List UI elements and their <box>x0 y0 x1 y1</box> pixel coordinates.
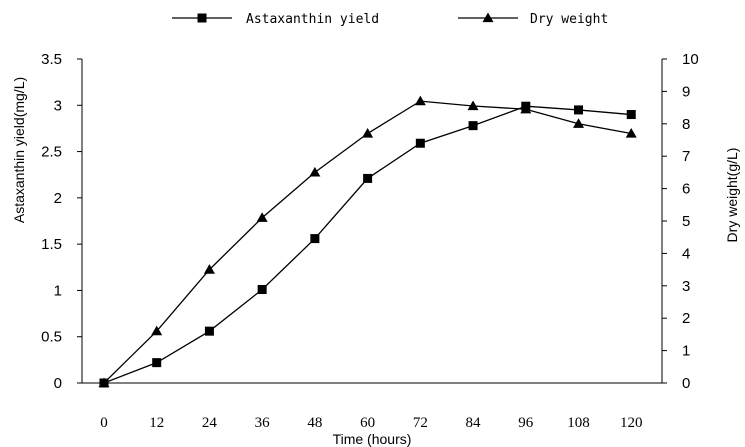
right-y-tick-label: 1 <box>682 343 690 360</box>
square-marker <box>310 234 320 244</box>
square-marker <box>415 138 425 148</box>
x-tick-label: 48 <box>307 415 322 431</box>
square-marker <box>152 358 162 368</box>
legend-label: Dry weight <box>530 12 608 27</box>
triangle-marker <box>414 95 426 106</box>
legend-label: Astaxanthin yield <box>246 12 379 27</box>
left-y-tick-label: 1 <box>54 282 62 299</box>
right-y-axis-title: Dry weight(g/L) <box>724 148 740 243</box>
series-layer <box>98 95 637 388</box>
square-marker <box>574 105 584 115</box>
series-line <box>103 105 632 384</box>
left-y-tick-label: 1.5 <box>41 236 62 253</box>
left-y-tick-label: 2 <box>54 190 62 207</box>
right-y-tick-label: 5 <box>682 213 690 230</box>
series-line <box>103 100 632 384</box>
square-marker <box>204 326 214 336</box>
legend: Astaxanthin yield Dry weight <box>172 12 608 27</box>
x-tick-label: 108 <box>567 415 590 431</box>
x-tick-label: 24 <box>202 415 218 431</box>
right-y-tick-label: 6 <box>682 181 690 198</box>
x-tick-label: 72 <box>413 415 428 431</box>
left-y-tick-label: 0 <box>54 375 62 392</box>
left-y-tick-label: 3 <box>54 97 62 114</box>
triangle-marker <box>482 12 494 23</box>
x-tick-label: 84 <box>466 415 482 431</box>
square-marker <box>257 285 267 295</box>
legend-item: Astaxanthin yield <box>172 12 379 27</box>
right-y-tick-label: 7 <box>682 148 690 165</box>
right-y-tick-label: 10 <box>682 51 699 68</box>
x-tick-label: 60 <box>360 415 375 431</box>
x-tick-label: 12 <box>149 415 164 431</box>
triangle-marker <box>625 128 637 138</box>
triangle-marker <box>151 325 163 336</box>
x-tick-label: 120 <box>620 415 643 431</box>
left-y-tick-label: 3.5 <box>41 51 62 68</box>
right-y-tick-label: 2 <box>682 310 690 327</box>
right-y-tick-label: 9 <box>682 83 690 100</box>
triangle-marker <box>573 118 585 128</box>
left-y-axis-title: Astaxanthin yield(mg/L) <box>11 77 27 223</box>
left-y-tick-label: 0.5 <box>41 329 62 346</box>
triangle-marker <box>520 103 532 114</box>
square-marker <box>626 110 636 120</box>
left-y-tick-label: 2.5 <box>41 144 62 161</box>
square-marker <box>197 13 207 23</box>
axis-titles: Time (hours) Astaxanthin yield(mg/L) Dry… <box>11 77 740 447</box>
x-tick-label: 0 <box>100 415 108 431</box>
series-dry-weight <box>98 95 637 388</box>
right-y-tick-label: 0 <box>682 375 690 392</box>
square-marker <box>363 173 373 183</box>
legend-item: Dry weight <box>458 12 608 27</box>
right-y-tick-label: 4 <box>682 245 690 262</box>
triangle-marker <box>467 100 479 111</box>
x-axis-title: Time (hours) <box>333 431 412 447</box>
series-astaxanthin-yield <box>99 101 636 388</box>
right-y-tick-label: 8 <box>682 116 690 133</box>
triangle-marker <box>256 212 268 222</box>
triangle-marker <box>203 264 215 274</box>
x-tick-label: 96 <box>518 415 534 431</box>
right-y-tick-label: 3 <box>682 278 690 295</box>
triangle-marker <box>362 128 374 138</box>
x-tick-label: 36 <box>255 415 271 431</box>
square-marker <box>468 121 478 131</box>
triangle-marker <box>98 377 110 388</box>
triangle-marker <box>309 166 321 177</box>
